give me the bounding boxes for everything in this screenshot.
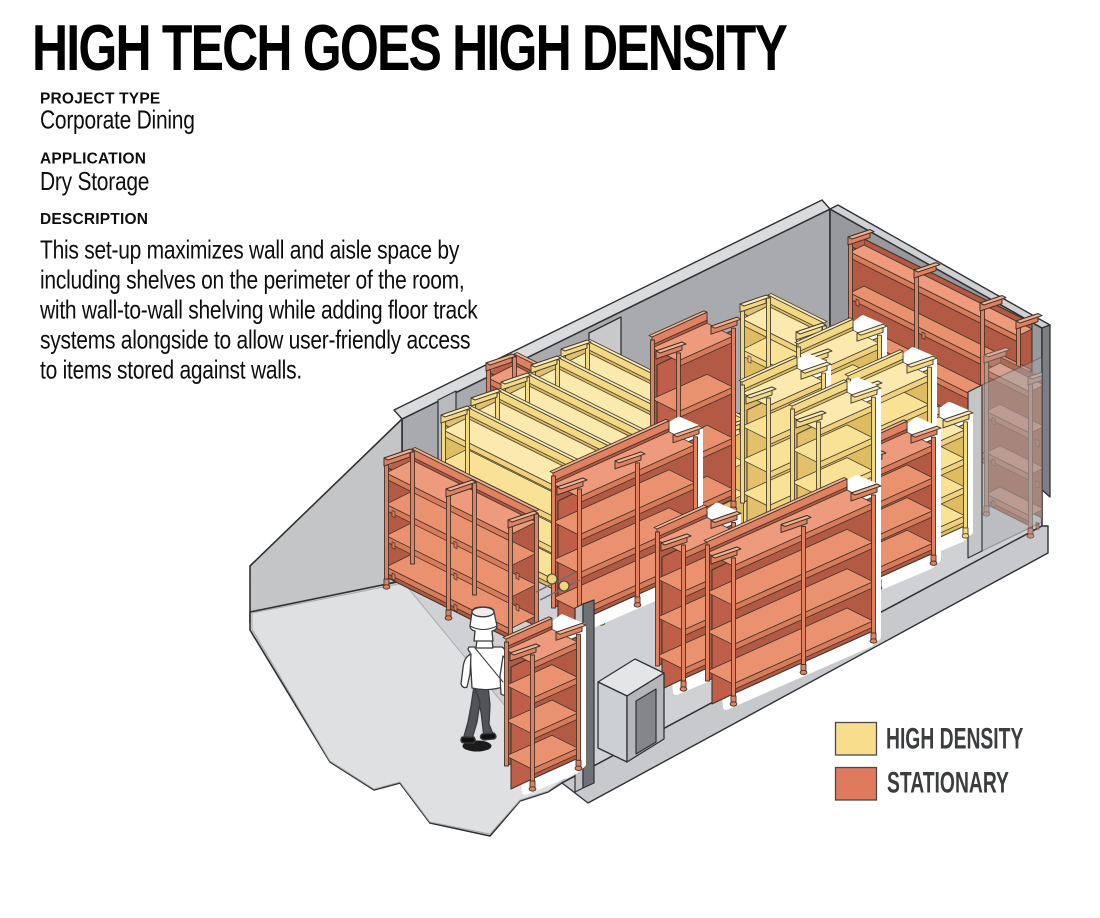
svg-text:HIGH DENSITY: HIGH DENSITY xyxy=(886,722,1024,755)
svg-text:DESCRIPTION: DESCRIPTION xyxy=(40,211,148,228)
svg-text:HIGH TECH GOES HIGH DENSITY: HIGH TECH GOES HIGH DENSITY xyxy=(32,13,787,85)
svg-text:to items stored against walls.: to items stored against walls. xyxy=(40,355,302,383)
svg-text:Corporate Dining: Corporate Dining xyxy=(40,106,195,134)
svg-text:with wall-to-wall shelving whi: with wall-to-wall shelving while adding … xyxy=(39,295,478,323)
svg-text:APPLICATION: APPLICATION xyxy=(40,150,146,167)
svg-text:PROJECT TYPE: PROJECT TYPE xyxy=(40,90,160,107)
svg-text:including shelves on the perim: including shelves on the perimeter of th… xyxy=(40,265,464,293)
svg-text:This set-up maximizes wall and: This set-up maximizes wall and aisle spa… xyxy=(40,235,460,263)
svg-text:STATIONARY: STATIONARY xyxy=(887,766,1009,799)
svg-text:systems alongside to allow use: systems alongside to allow user-friendly… xyxy=(40,325,470,353)
svg-text:Dry Storage: Dry Storage xyxy=(40,167,149,195)
